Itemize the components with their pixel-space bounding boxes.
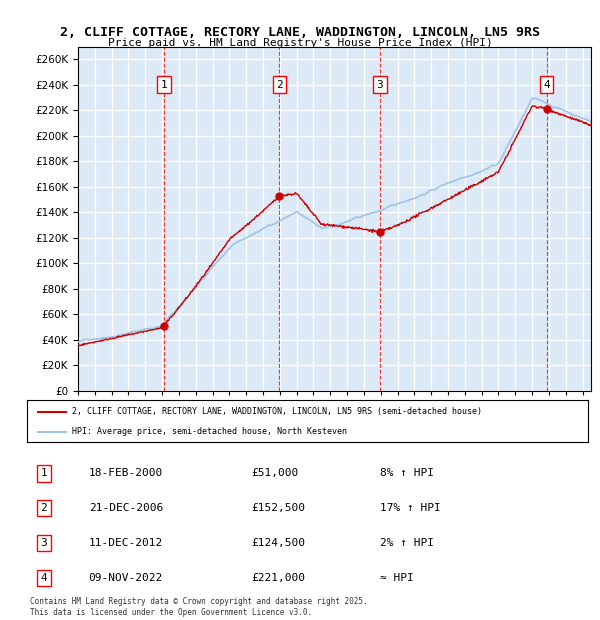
Text: Contains HM Land Registry data © Crown copyright and database right 2025.
This d: Contains HM Land Registry data © Crown c… (30, 598, 368, 617)
Text: HPI: Average price, semi-detached house, North Kesteven: HPI: Average price, semi-detached house,… (72, 427, 347, 436)
Text: 3: 3 (40, 538, 47, 548)
Text: 18-FEB-2000: 18-FEB-2000 (89, 468, 163, 478)
Text: 1: 1 (40, 468, 47, 478)
Text: 21-DEC-2006: 21-DEC-2006 (89, 503, 163, 513)
Text: ≈ HPI: ≈ HPI (380, 573, 414, 583)
Text: 3: 3 (377, 80, 383, 90)
Text: 1: 1 (161, 80, 167, 90)
Text: 09-NOV-2022: 09-NOV-2022 (89, 573, 163, 583)
Text: £51,000: £51,000 (251, 468, 299, 478)
Text: 17% ↑ HPI: 17% ↑ HPI (380, 503, 441, 513)
Text: 8% ↑ HPI: 8% ↑ HPI (380, 468, 434, 478)
Text: £221,000: £221,000 (251, 573, 305, 583)
Text: 2, CLIFF COTTAGE, RECTORY LANE, WADDINGTON, LINCOLN, LN5 9RS: 2, CLIFF COTTAGE, RECTORY LANE, WADDINGT… (60, 26, 540, 39)
Text: Price paid vs. HM Land Registry's House Price Index (HPI): Price paid vs. HM Land Registry's House … (107, 38, 493, 48)
Text: 11-DEC-2012: 11-DEC-2012 (89, 538, 163, 548)
Text: 4: 4 (543, 80, 550, 90)
Text: 2% ↑ HPI: 2% ↑ HPI (380, 538, 434, 548)
Text: 2, CLIFF COTTAGE, RECTORY LANE, WADDINGTON, LINCOLN, LN5 9RS (semi-detached hous: 2, CLIFF COTTAGE, RECTORY LANE, WADDINGT… (72, 407, 482, 416)
Text: 2: 2 (40, 503, 47, 513)
Text: £152,500: £152,500 (251, 503, 305, 513)
Text: 2: 2 (276, 80, 283, 90)
Text: 4: 4 (40, 573, 47, 583)
Text: £124,500: £124,500 (251, 538, 305, 548)
